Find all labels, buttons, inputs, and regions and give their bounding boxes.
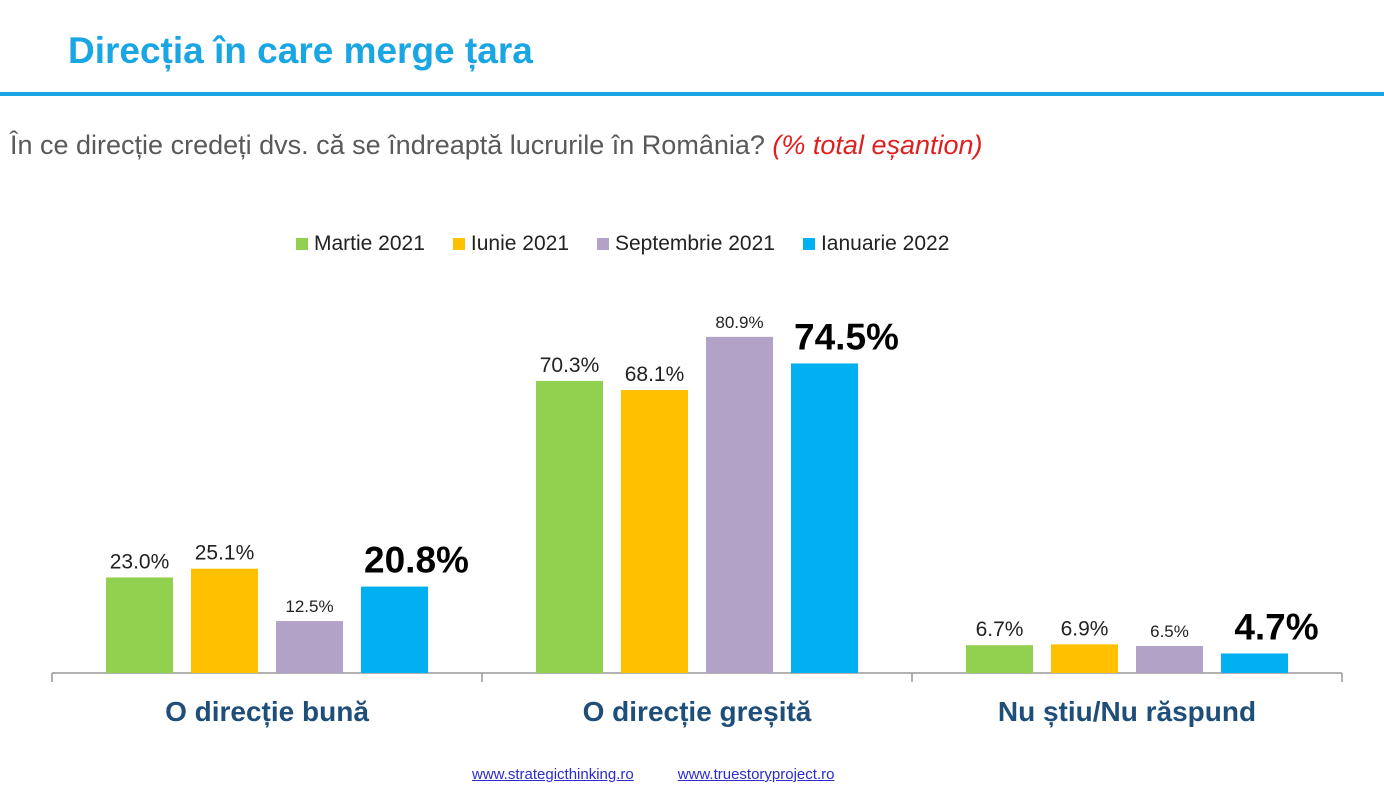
data-label: 6.7% bbox=[976, 618, 1024, 641]
data-label: 12.5% bbox=[285, 597, 333, 616]
legend-label: Iunie 2021 bbox=[470, 232, 569, 255]
legend-swatch bbox=[802, 238, 815, 250]
bar bbox=[1221, 653, 1288, 673]
legend-label: Septembrie 2021 bbox=[615, 232, 775, 255]
page-title: Direcția în care merge țara bbox=[68, 30, 533, 71]
legend-label: Martie 2021 bbox=[314, 232, 425, 255]
chart-legend: Martie 2021 Iunie 2021 Septembrie 2021 I… bbox=[296, 232, 949, 256]
legend-item: Martie 2021 bbox=[296, 232, 425, 256]
legend-label: Ianuarie 2022 bbox=[820, 232, 950, 255]
bar bbox=[191, 568, 258, 673]
data-label: 6.5% bbox=[1150, 622, 1189, 641]
bar bbox=[1051, 644, 1118, 673]
bar bbox=[106, 577, 173, 673]
category-label: O direcție bună bbox=[165, 696, 369, 727]
category-label: Nu știu/Nu răspund bbox=[998, 696, 1256, 727]
bar bbox=[966, 645, 1033, 673]
title-divider bbox=[0, 92, 1384, 96]
bar bbox=[276, 621, 343, 673]
subtitle: În ce direcție credeți dvs. că se îndrea… bbox=[10, 130, 983, 161]
data-label: 68.1% bbox=[625, 363, 685, 386]
legend-swatch bbox=[452, 238, 465, 250]
legend-swatch bbox=[597, 238, 609, 250]
footer: www.strategicthinking.ro www.truestorypr… bbox=[472, 766, 834, 783]
bar bbox=[536, 380, 603, 673]
data-label: 25.1% bbox=[195, 542, 255, 565]
category-label: O direcție greșită bbox=[583, 696, 812, 727]
bar bbox=[706, 336, 773, 673]
bar bbox=[361, 586, 428, 673]
legend-item: Septembrie 2021 bbox=[597, 232, 775, 256]
bar bbox=[621, 390, 688, 673]
data-label: 70.3% bbox=[540, 354, 600, 377]
subtitle-note: (% total eșantion) bbox=[772, 130, 983, 160]
footer-link-strategicthinking[interactable]: www.strategicthinking.ro bbox=[472, 766, 634, 783]
footer-link-truestoryproject[interactable]: www.truestoryproject.ro bbox=[677, 766, 835, 783]
legend-item: Iunie 2021 bbox=[452, 232, 569, 256]
bar-chart: O direcție bună 23.0% 25.1% 12.5% 20.8% O dir… bbox=[51, 313, 1343, 727]
legend-swatch bbox=[296, 238, 308, 250]
data-label: 80.9% bbox=[715, 313, 763, 332]
bar bbox=[1136, 645, 1203, 673]
legend-item: Ianuarie 2022 bbox=[802, 232, 950, 256]
data-label: 74.5% bbox=[794, 316, 899, 357]
data-label: 23.0% bbox=[110, 550, 170, 573]
survey-question: În ce direcție credeți dvs. că se îndrea… bbox=[10, 130, 765, 160]
data-label: 4.7% bbox=[1234, 606, 1318, 647]
data-label: 6.9% bbox=[1061, 617, 1109, 640]
bar bbox=[791, 363, 858, 673]
data-label: 20.8% bbox=[364, 540, 469, 581]
